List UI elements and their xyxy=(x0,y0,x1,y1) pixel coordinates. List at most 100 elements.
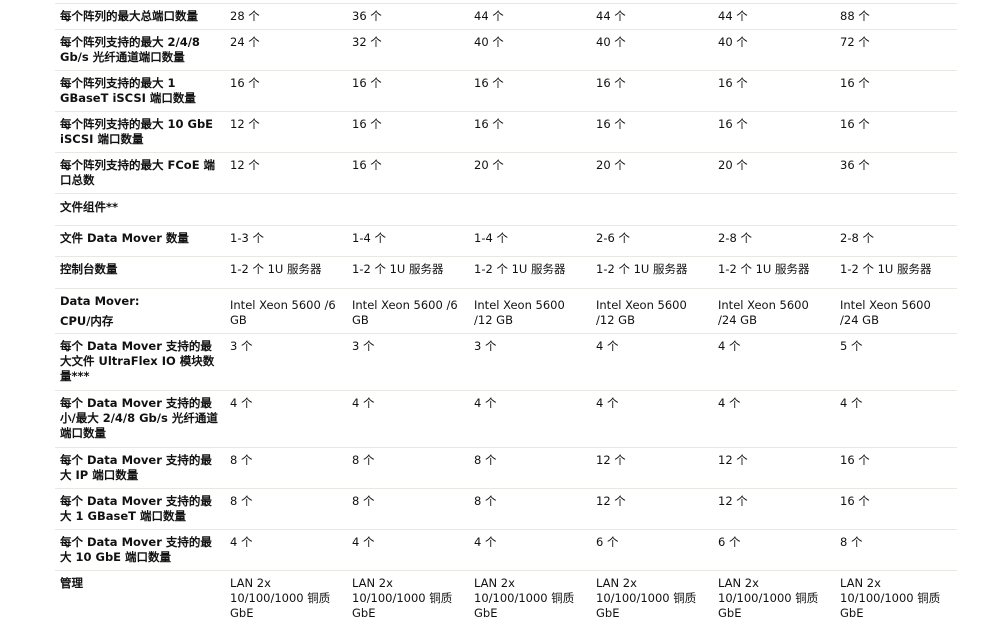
cell-value: 6 个 xyxy=(713,529,835,571)
cell-value: 16 个 xyxy=(713,111,835,153)
cell-value: 4 个 xyxy=(347,529,469,571)
row-label: 每个阵列支持的最大 10 GbE iSCSI 端口数量 xyxy=(55,111,225,153)
row-label: 每个阵列支持的最大 2/4/8 Gb/s 光纤通道端口数量 xyxy=(55,29,225,71)
cell-value: 20 个 xyxy=(591,152,713,194)
cell-value: 20 个 xyxy=(713,152,835,194)
cell-value: 2-8 个 xyxy=(835,225,957,257)
cell-value: 1-2 个 1U 服务器 xyxy=(591,256,713,289)
cell-value: Intel Xeon 5600 /6 GB xyxy=(225,288,347,334)
table-row: 每个阵列支持的最大 2/4/8 Gb/s 光纤通道端口数量 24 个 32 个 40 … xyxy=(55,29,957,71)
cell-value: 5 个 xyxy=(835,333,957,391)
cell-value: 40 个 xyxy=(713,29,835,71)
table-row: 每个 Data Mover 支持的最小/最大 2/4/8 Gb/s 光纤通道端口… xyxy=(55,390,957,448)
row-label: 文件组件** xyxy=(55,193,957,226)
row-label: Data Mover: CPU/内存 xyxy=(55,288,225,334)
cell-value: 6 个 xyxy=(591,529,713,571)
table-row: 文件 Data Mover 数量 1-3 个 1-4 个 1-4 个 2-6 个 2-8 … xyxy=(55,225,957,257)
cell-value: 8 个 xyxy=(835,529,957,571)
cell-value: 16 个 xyxy=(713,70,835,112)
cell-value: 28 个 xyxy=(225,3,347,30)
cell-value: LAN 2x 10/100/1000 铜质 GbE xyxy=(225,570,347,636)
cell-value: 4 个 xyxy=(591,390,713,448)
cell-value: 16 个 xyxy=(835,488,957,530)
row-label: 每个阵列的最大总端口数量 xyxy=(55,3,225,30)
cell-value: 1-2 个 1U 服务器 xyxy=(469,256,591,289)
cell-value: LAN 2x 10/100/1000 铜质 GbE xyxy=(591,570,713,636)
cell-value: 16 个 xyxy=(225,70,347,112)
cell-value: 16 个 xyxy=(347,70,469,112)
cell-value: 2-6 个 xyxy=(591,225,713,257)
table-row: 管理 LAN 2x 10/100/1000 铜质 GbE LAN 2x 10/100… xyxy=(55,570,957,636)
cell-value: 16 个 xyxy=(469,111,591,153)
row-label: 文件 Data Mover 数量 xyxy=(55,225,225,257)
cell-value: 4 个 xyxy=(225,390,347,448)
cell-value: 4 个 xyxy=(835,390,957,448)
cell-value: Intel Xeon 5600 /24 GB xyxy=(713,288,835,334)
cell-value: 4 个 xyxy=(469,529,591,571)
row-label: 每个 Data Mover 支持的最大 1 GBaseT 端口数量 xyxy=(55,488,225,530)
cell-value: 16 个 xyxy=(835,111,957,153)
cell-value: 44 个 xyxy=(713,3,835,30)
cell-value: 20 个 xyxy=(469,152,591,194)
cell-value: 72 个 xyxy=(835,29,957,71)
cell-value: 4 个 xyxy=(347,390,469,448)
row-label: 每个阵列支持的最大 1 GBaseT iSCSI 端口数量 xyxy=(55,70,225,112)
cell-value: 12 个 xyxy=(591,447,713,489)
cell-value: 1-2 个 1U 服务器 xyxy=(835,256,957,289)
cell-value: 44 个 xyxy=(469,3,591,30)
cell-value: 32 个 xyxy=(347,29,469,71)
cell-value: 16 个 xyxy=(591,111,713,153)
cell-value: 16 个 xyxy=(469,70,591,112)
row-label: 每个阵列支持的最大 FCoE 端口总数 xyxy=(55,152,225,194)
cell-value: 12 个 xyxy=(225,111,347,153)
cell-value: 4 个 xyxy=(713,390,835,448)
cell-value: 40 个 xyxy=(469,29,591,71)
cell-value: 16 个 xyxy=(835,447,957,489)
cell-value: 40 个 xyxy=(591,29,713,71)
row-label: 每个 Data Mover 支持的最大 IP 端口数量 xyxy=(55,447,225,489)
cell-value: 1-3 个 xyxy=(225,225,347,257)
cell-value: LAN 2x 10/100/1000 铜质 GbE xyxy=(469,570,591,636)
cell-value: Intel Xeon 5600 /12 GB xyxy=(591,288,713,334)
cell-value: 16 个 xyxy=(347,111,469,153)
cell-value: 1-2 个 1U 服务器 xyxy=(347,256,469,289)
cell-value: 8 个 xyxy=(225,488,347,530)
cell-value: 3 个 xyxy=(225,333,347,391)
cell-value: 44 个 xyxy=(591,3,713,30)
cell-value: LAN 2x 10/100/1000 铜质 GbE xyxy=(713,570,835,636)
cell-value: Intel Xeon 5600 /6 GB xyxy=(347,288,469,334)
cell-value: 3 个 xyxy=(469,333,591,391)
row-label: 每个 Data Mover 支持的最大文件 UltraFlex IO 模块数量*… xyxy=(55,333,225,391)
cell-value: 4 个 xyxy=(469,390,591,448)
table-row: Data Mover: CPU/内存 Intel Xeon 5600 /6 GB I… xyxy=(55,288,957,334)
cell-value: Intel Xeon 5600 /24 GB xyxy=(835,288,957,334)
table-row: 每个阵列的最大总端口数量 28 个 36 个 44 个 44 个 44 个 88 个 xyxy=(55,3,957,30)
cell-value: 1-2 个 1U 服务器 xyxy=(713,256,835,289)
cell-value: 8 个 xyxy=(225,447,347,489)
cell-value: 12 个 xyxy=(591,488,713,530)
row-label: 每个 Data Mover 支持的最大 10 GbE 端口数量 xyxy=(55,529,225,571)
cell-value: 24 个 xyxy=(225,29,347,71)
cell-value: LAN 2x 10/100/1000 铜质 GbE xyxy=(835,570,957,636)
cell-value: 16 个 xyxy=(835,70,957,112)
cell-value: 88 个 xyxy=(835,3,957,30)
cell-value: 16 个 xyxy=(591,70,713,112)
cell-value: 8 个 xyxy=(347,488,469,530)
row-label: 每个 Data Mover 支持的最小/最大 2/4/8 Gb/s 光纤通道端口… xyxy=(55,390,225,448)
cell-value: Intel Xeon 5600 /12 GB xyxy=(469,288,591,334)
cell-value: 8 个 xyxy=(347,447,469,489)
cell-value: 1-4 个 xyxy=(347,225,469,257)
row-label: 控制台数量 xyxy=(55,256,225,289)
cell-value: 4 个 xyxy=(713,333,835,391)
cell-value: 4 个 xyxy=(225,529,347,571)
cell-value: 16 个 xyxy=(347,152,469,194)
cell-value: 12 个 xyxy=(225,152,347,194)
cell-value: 8 个 xyxy=(469,447,591,489)
section-row: 文件组件** xyxy=(55,193,957,226)
table-row: 每个 Data Mover 支持的最大文件 UltraFlex IO 模块数量*… xyxy=(55,333,957,391)
cell-value: 12 个 xyxy=(713,447,835,489)
